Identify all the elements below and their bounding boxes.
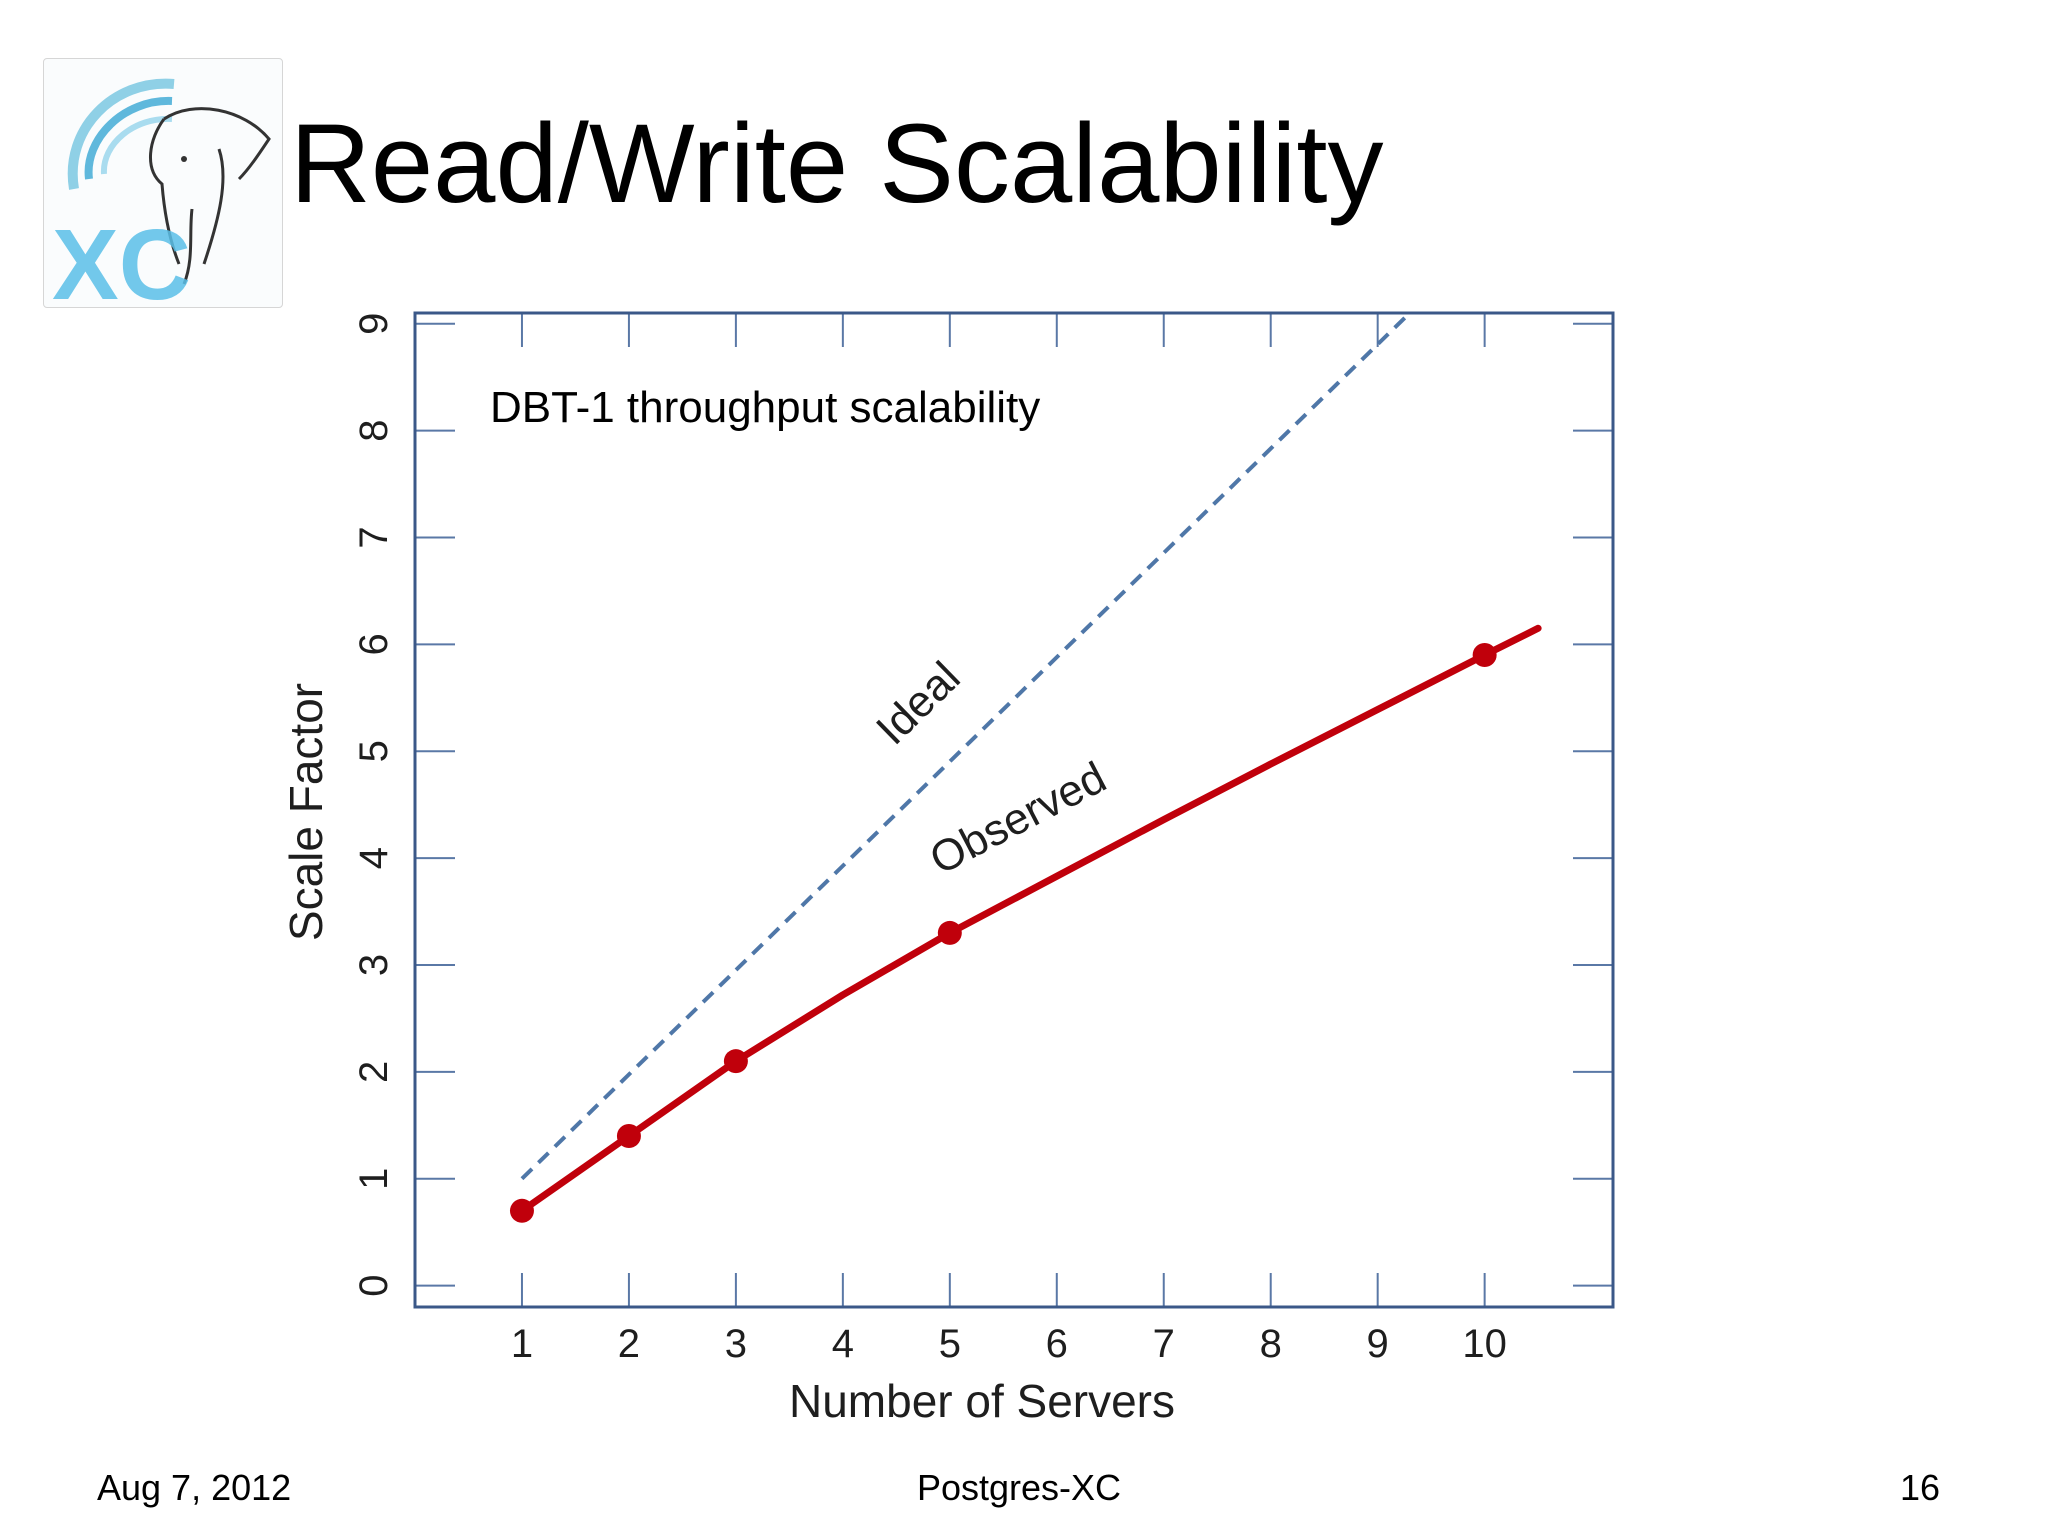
x-tick-label: 4	[832, 1322, 854, 1366]
x-tick-label: 3	[725, 1322, 747, 1366]
x-tick-label: 8	[1260, 1322, 1282, 1366]
y-tick-label: 3	[352, 954, 396, 976]
y-tick-label: 8	[352, 419, 396, 441]
x-tick-label: 9	[1367, 1322, 1389, 1366]
plot-frame	[413, 311, 1615, 1309]
y-tick-label: 5	[352, 740, 396, 762]
x-tick-label: 6	[1046, 1322, 1068, 1366]
x-tick-label: 5	[939, 1322, 961, 1366]
y-tick-label: 6	[352, 633, 396, 655]
y-axis-title: Scale Factor	[280, 683, 332, 941]
observed-series-line	[518, 624, 1542, 1215]
y-tick-label: 4	[352, 847, 396, 869]
y-tick-label: 1	[352, 1168, 396, 1190]
chart-annotation: DBT-1 throughput scalability	[490, 383, 1040, 432]
y-tick-label: 2	[352, 1061, 396, 1083]
observed-data-point	[723, 1049, 748, 1074]
x-tick-label: 7	[1153, 1322, 1175, 1366]
x-tick-label: 1	[511, 1322, 533, 1366]
observed-data-point	[509, 1198, 534, 1223]
ideal-series-label: Ideal	[867, 653, 970, 755]
logo-text: XC	[52, 209, 191, 307]
page-number: 16	[1899, 1467, 1940, 1508]
slide-title: Read/Write Scalability	[290, 101, 1384, 226]
y-tick-label: 9	[352, 313, 396, 335]
observed-data-point	[616, 1123, 641, 1148]
x-tick-label: 10	[1462, 1322, 1507, 1366]
observed-data-point	[937, 920, 962, 945]
observed-data-point	[1472, 643, 1497, 668]
x-axis-title: Number of Servers	[789, 1375, 1175, 1427]
footer-date: Aug 7, 2012	[97, 1467, 292, 1508]
ideal-series-line	[520, 311, 1412, 1181]
footer-title: Postgres-XC	[916, 1467, 1122, 1508]
x-tick-label: 2	[618, 1322, 640, 1366]
postgres-xc-logo: XC	[43, 58, 283, 321]
elephant-logo-icon: XC	[52, 78, 271, 321]
y-tick-label: 0	[352, 1274, 396, 1296]
y-tick-label: 7	[352, 526, 396, 548]
